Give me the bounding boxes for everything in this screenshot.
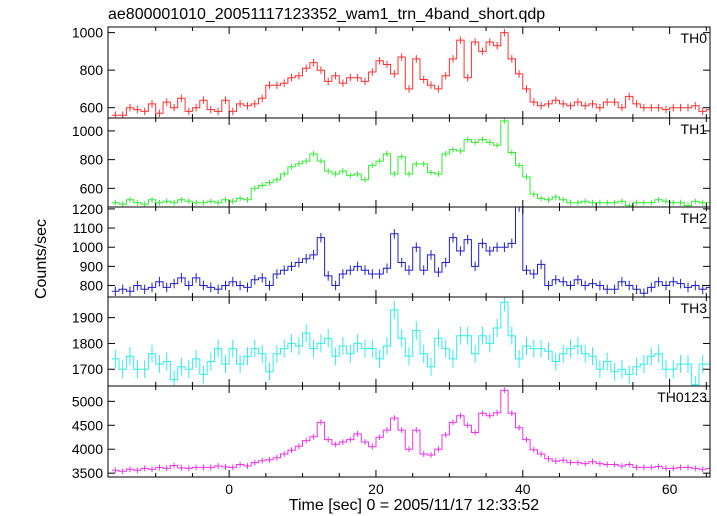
- y-tick-label: 1000: [72, 25, 103, 41]
- panel-label: TH0123: [657, 389, 707, 405]
- panel-frame: [107, 385, 711, 478]
- y-tick-label: 1000: [72, 239, 103, 255]
- panels-group: 600 800 1000 TH0 600 800 1000 TH1 800 900 1000 1100…: [72, 25, 711, 481]
- y-tick-label: 900: [80, 258, 104, 274]
- x-tick-labels: 0 20 40 60: [225, 481, 677, 497]
- x-tick-label: 0: [225, 481, 233, 497]
- series-th0: [111, 28, 710, 118]
- panel-label: TH3: [681, 300, 708, 316]
- x-tick-label: 60: [662, 481, 678, 497]
- x-tick-label: 40: [515, 481, 531, 497]
- panel-frame: [107, 296, 711, 387]
- y-tick-label: 800: [80, 62, 104, 78]
- y-tick-label: 1200: [72, 201, 103, 217]
- chart-title: ae800001010_20051117123352_wam1_trn_4ban…: [108, 6, 545, 23]
- y-tick-label: 3500: [72, 465, 103, 481]
- step-line-th1: [111, 120, 710, 207]
- panel-label: TH1: [681, 121, 708, 137]
- y-tick-label: 600: [80, 180, 104, 196]
- y-tick-label: 600: [80, 100, 104, 116]
- x-axis-label: Time [sec] 0 = 2005/11/17 12:33:52: [289, 497, 539, 514]
- step-line-th3: [111, 301, 710, 386]
- panel-th2: 800 900 1000 1100 1200 TH2: [72, 201, 711, 298]
- series-th1: [111, 118, 710, 207]
- y-axis-label: Counts/sec: [33, 219, 50, 299]
- panel-th0: 600 800 1000 TH0: [72, 25, 711, 119]
- y-tick-label: 800: [80, 278, 104, 294]
- series-th0123: [111, 387, 710, 475]
- panel-th1: 600 800 1000 TH1: [72, 117, 711, 208]
- y-tick-label: 800: [80, 152, 104, 168]
- y-tick-label: 1800: [72, 335, 103, 351]
- panel-th3: 1700 1800 1900 TH3: [72, 296, 711, 387]
- y-tick-label: 1000: [72, 123, 103, 139]
- y-tick-label: 1900: [72, 310, 103, 326]
- y-tick-label: 4000: [72, 441, 103, 457]
- panel-label: TH2: [681, 210, 708, 226]
- panel-frame: [107, 117, 711, 208]
- y-tick-label: 1700: [72, 361, 103, 377]
- step-line-th0: [111, 32, 710, 116]
- panel-frame: [107, 206, 711, 298]
- y-tick-label: 5000: [72, 393, 103, 409]
- y-tick-label: 1100: [73, 220, 103, 236]
- y-tick-label: 4500: [72, 417, 103, 433]
- step-line-th0123: [111, 389, 710, 472]
- panel-th0123: 3500 4000 4500 5000 TH0123: [72, 385, 711, 481]
- step-line-th2: [111, 207, 710, 294]
- series-th2: [111, 207, 710, 297]
- series-th3: [111, 297, 710, 386]
- panel-frame: [107, 26, 711, 119]
- x-tick-label: 20: [368, 481, 384, 497]
- panel-label: TH0: [681, 30, 708, 46]
